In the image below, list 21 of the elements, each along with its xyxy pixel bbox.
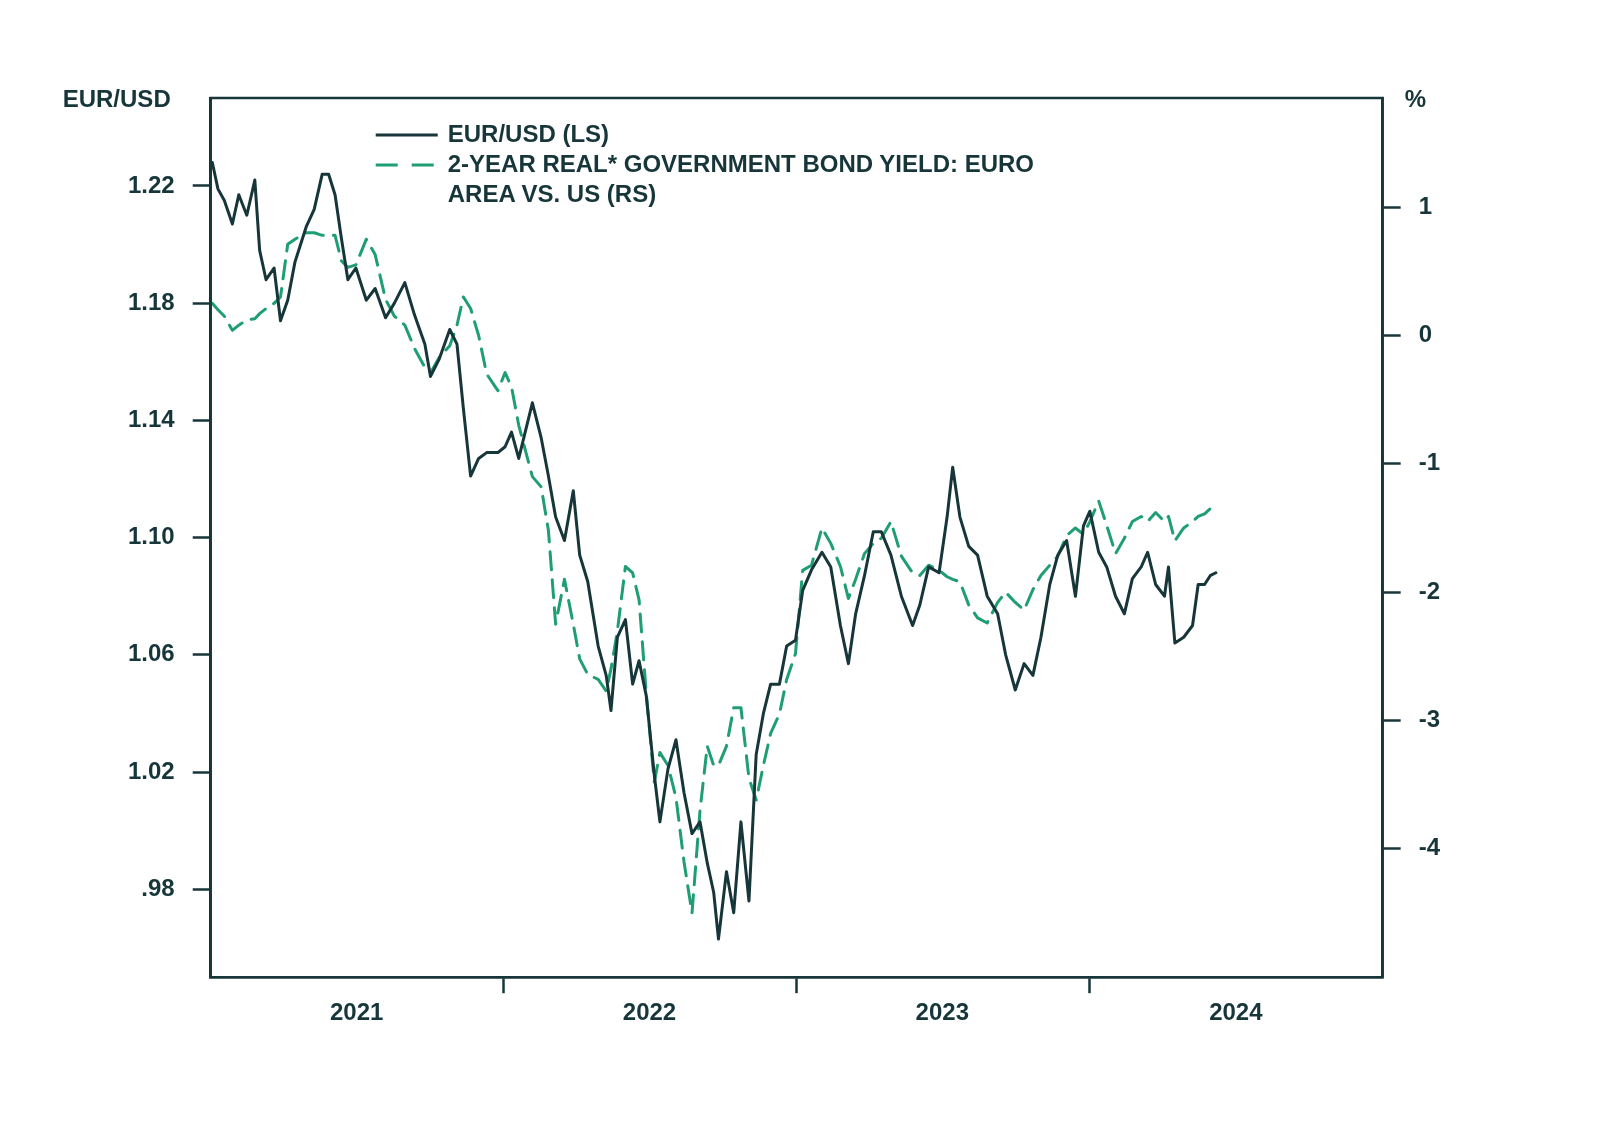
y2-tick-label: -1	[1418, 448, 1440, 476]
y2-tick-label: 0	[1418, 320, 1433, 348]
legend-label: EUR/USD (LS)	[447, 119, 610, 147]
y2-tick-label: -2	[1418, 576, 1440, 604]
y2-tick-label: -4	[1418, 833, 1441, 861]
y-tick-label: .98	[141, 873, 175, 901]
legend-label: 2-YEAR REAL* GOVERNMENT BOND YIELD: EURO AREA VS. US (RS)	[447, 149, 1034, 207]
y-tick-label: 1.18	[127, 287, 175, 315]
y-tick-label: 1.14	[127, 405, 176, 432]
y-tick-label: 1.02	[127, 756, 175, 784]
y2-axis-title: %	[1404, 84, 1426, 112]
y-tick-label: 1.22	[127, 170, 175, 198]
y2-tick-label: 1	[1418, 191, 1433, 219]
y-tick-label: 1.10	[127, 522, 175, 550]
y-tick-label: 1.06	[127, 639, 175, 667]
y-axis-title: EUR/USD	[62, 84, 171, 112]
y2-tick-label: -3	[1418, 705, 1440, 733]
x-tick-label: 2023	[915, 998, 969, 1026]
x-tick-label: 2022	[622, 998, 677, 1026]
x-tick-label: 2024	[1209, 998, 1264, 1026]
x-tick-label: 2021	[330, 998, 384, 1026]
